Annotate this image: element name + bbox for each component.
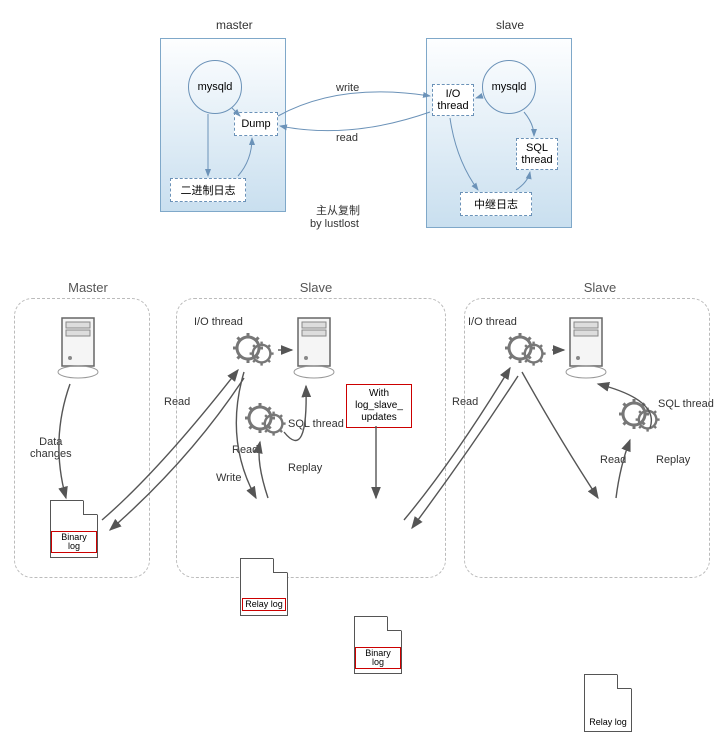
slave1-io-label: I/O thread [194,316,243,328]
slave1-binlog-file: Binary log [354,616,719,674]
master-binlog: 二进制日志 [170,178,246,202]
slave-title: slave [496,18,524,32]
caption-line1: 主从复制 [316,202,360,218]
with-log-slave-updates: With log_slave_ updates [346,384,412,428]
master-binlog-file: Binary log [50,500,719,558]
master-mysqld: mysqld [188,60,242,114]
read-label: read [336,132,358,144]
read-link1-label: Read [164,396,190,408]
bottom-master-title: Master [58,280,118,295]
read-link2-label: Read [452,396,478,408]
io-thread-box: I/O thread [432,84,474,116]
slave2-replay-label: Replay [656,454,690,466]
slave-relaylog: 中继日志 [460,192,532,216]
slave2-io-label: I/O thread [468,316,517,328]
bottom-slave1-title: Slave [286,280,346,295]
slave2-sql-label: SQL thread [658,398,714,410]
slave-mysqld: mysqld [482,60,536,114]
write-label: write [336,82,359,94]
slave1-relaylog-file: Relay log [240,558,719,616]
caption-line2: by lustlost [310,218,359,230]
slave2-relaylog-file: Relay log [584,674,719,732]
slave2-read-label: Read [600,454,626,466]
dump-box: Dump [234,112,278,136]
master-title: master [216,18,253,32]
slave1-read-label: Read [232,444,258,456]
slave1-sql-label: SQL thread [288,418,344,430]
data-changes-label: Data changes [30,436,72,460]
slave1-replay-label: Replay [288,462,322,474]
sql-thread-box: SQL thread [516,138,558,170]
bottom-slave2-title: Slave [570,280,630,295]
slave1-write-label: Write [216,472,241,484]
top-arrows [0,0,719,260]
